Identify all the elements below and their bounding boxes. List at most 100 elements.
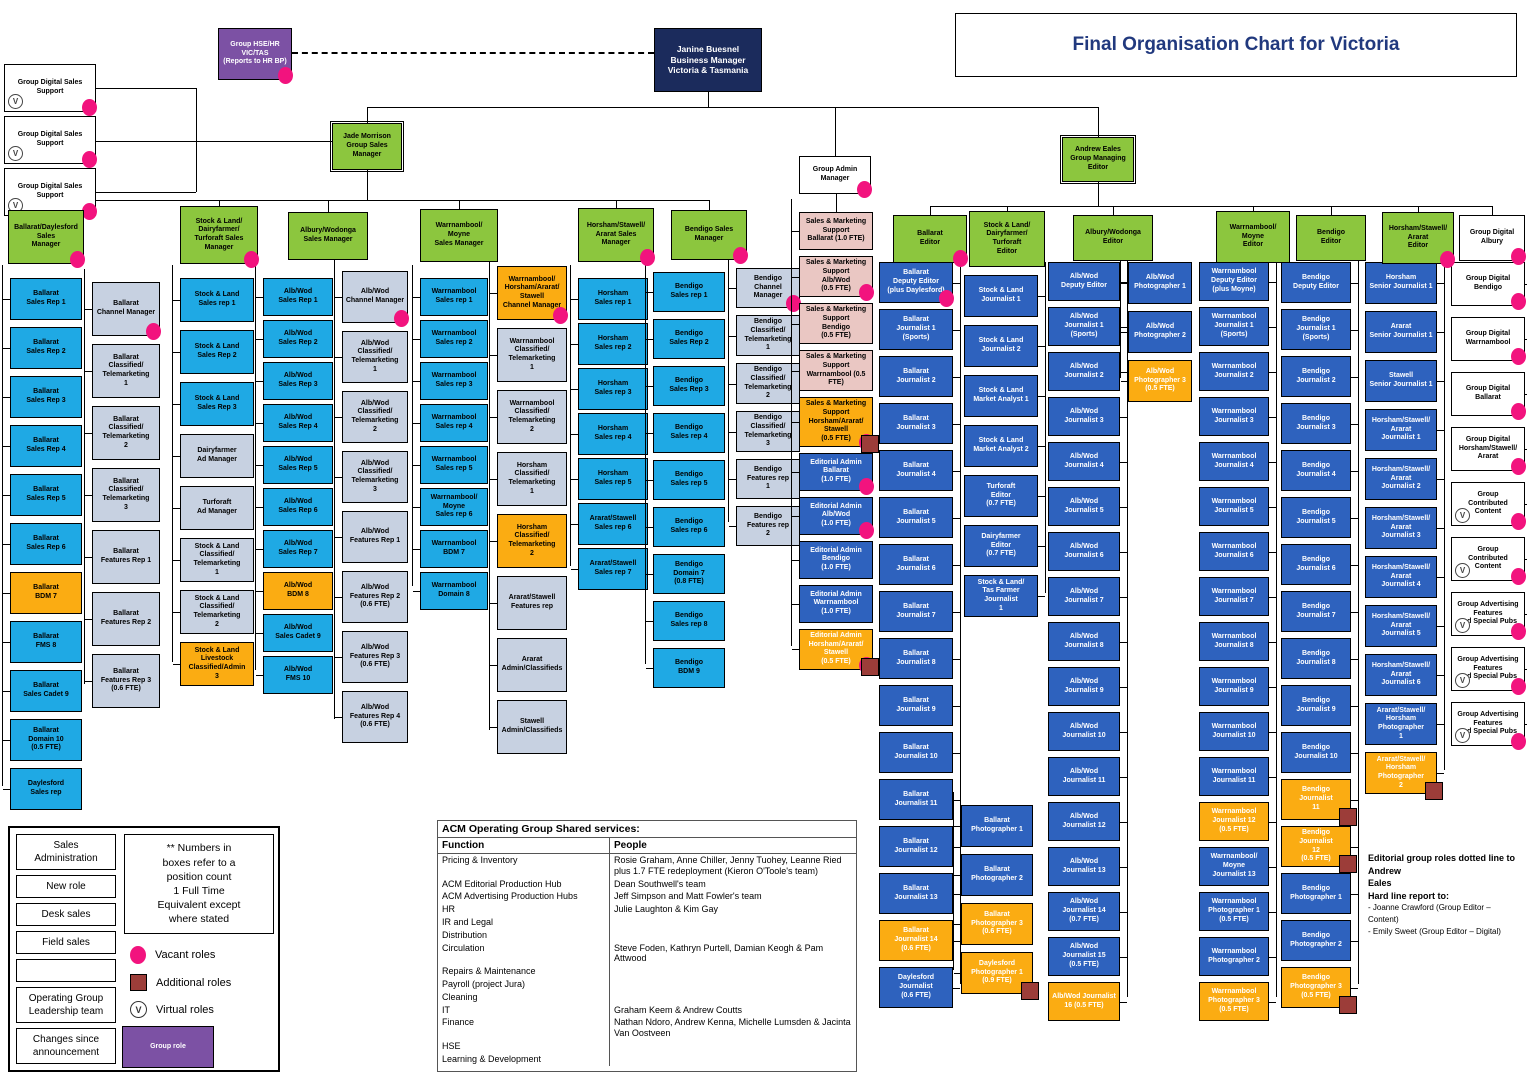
box-label: Ballarat Features Rep 1 <box>100 548 152 564</box>
box-label: Ballarat Sales Rep 3 <box>26 388 66 404</box>
service-row: Circulation Steve Foden, Kathryn Purtell,… <box>438 941 856 966</box>
connector-line <box>1007 206 1008 211</box>
warrnambool-journalist-4: Warrnambool Journalist 4 <box>1199 442 1276 481</box>
box-label: Stock & Land/ Dairyfarmer/ Turforaft Edi… <box>983 221 1031 255</box>
vacant-role-dot <box>786 295 801 312</box>
ballarat-sales-rep-4: Ballarat Sales Rep 4 <box>3 425 82 467</box>
bendigo-journalist-9: Bendigo Journalist 9 <box>1281 685 1358 726</box>
warrnambool-journalist-2: Warrnambool Journalist 2 <box>1199 352 1276 391</box>
ballarat-journalist-5: Ballarat Journalist 5 <box>879 497 960 538</box>
box-label: Warrnambool/ Moyne Journalist 13 <box>1210 853 1258 878</box>
box-label: Alb/Wod BDM 8 <box>283 582 313 598</box>
vacant-role-dot <box>278 67 293 84</box>
bendigo-journalist-11: Bendigo Journalist 11 <box>1281 779 1358 826</box>
box-label: Stock & Land Sales Rep 3 <box>194 395 240 411</box>
box-label: Bendigo Sales rep 6 <box>670 518 708 534</box>
box-label: Group Digital Sales Support <box>17 183 83 199</box>
bendigo-sales-rep-2: Bendigo Sales Rep 2 <box>646 319 725 359</box>
box-label: Warrnambool Photographer 2 <box>1208 947 1260 964</box>
box-label: Bendigo Features rep 2 <box>746 512 790 538</box>
vacant-role-dot <box>733 247 748 264</box>
legend-group-role: Group role <box>122 1026 214 1068</box>
service-people: Rosie Graham, Anne Chiller, Jenny Tuohey… <box>614 855 842 876</box>
box-label: Alb/Wod Sales Rep 2 <box>278 330 318 346</box>
vacant-role-dot <box>1511 348 1526 365</box>
box-label: Bendigo Sales Manager <box>684 226 734 242</box>
box-label: Editorial Admin Bendigo (1.0 FTE) <box>810 546 862 572</box>
service-row: Finance Nathan Ndoro, Andrew Kenna, Miche… <box>438 1016 856 1040</box>
legend-new-role: New role <box>16 875 116 898</box>
ballarat-fms-8: Ballarat FMS 8 <box>3 621 82 663</box>
box-label: Warrnambool/ Horsham/Ararat/ Stawell Cha… <box>502 275 562 309</box>
ballarat-bdm-7: Ballarat BDM 7 <box>3 572 82 614</box>
box-label: Ararat/Stawell Sales rep 6 <box>589 515 637 531</box>
box-label: Daylesford Journalist (0.6 FTE) <box>897 974 935 999</box>
ballarat-journalist-10: Ballarat Journalist 10 <box>879 732 960 773</box>
service-function: Circulation <box>438 941 610 966</box>
box-label: Janine Buesnel Business Manager Victoria… <box>667 44 749 76</box>
note-heading: Editorial group roles dotted line to And… <box>1368 853 1516 901</box>
horsham-stawell-ararat-journalist-6: Horsham/Stawell/ Ararat Journalist 6 <box>1365 654 1444 696</box>
alb-wod-bdm-8: Alb/Wod BDM 8 <box>256 572 333 610</box>
box-label: Group Digital Bendigo <box>1465 275 1511 291</box>
albwod-desk-column: Alb/Wod Channel Manager Alb/Wod Classifie… <box>334 258 409 743</box>
note-line: - Joanne Crawford (Group Editor – Conten… <box>1368 903 1491 924</box>
dairyfarmer-editor-0-7-fte: Dairyfarmer Editor (0.7 FTE) <box>964 525 1045 567</box>
business-manager-box: Janine Buesnel Business Manager Victoria… <box>654 28 762 92</box>
legend-marker-label: Additional roles <box>156 976 232 989</box>
box-label: Alb/Wod Sales Rep 4 <box>278 414 318 430</box>
warrnambool-journalist-1-sports: Warrnambool Journalist 1 (Sports) <box>1199 307 1276 346</box>
bendigo-photographer-3-0-5-fte: Bendigo Photographer 3 (0.5 FTE) <box>1281 967 1358 1014</box>
alb-wod-fms-10: Alb/Wod FMS 10 <box>256 656 333 694</box>
service-function: HSE <box>438 1039 610 1053</box>
box-label: Horsham Sales rep 2 <box>594 335 632 351</box>
group-digital-sales-support-3: Group Digital Sales Support V <box>4 168 97 220</box>
group-contributed-content: Group Contributed Content V <box>1451 537 1527 585</box>
box-label: Ballarat Classified/ Telemarketing 1 <box>102 353 150 387</box>
legend-desk-sales: Desk sales <box>16 903 116 926</box>
box-label: Alb/Wod Journalist 2 <box>1064 362 1104 379</box>
box-label: Ballarat Journalist 3 <box>896 414 936 431</box>
connector-line <box>1098 182 1099 206</box>
editorial-admin-bendigo-1-0-fte: Editorial Admin Bendigo (1.0 FTE) <box>792 540 873 579</box>
box-label: Ballarat Journalist 5 <box>896 508 936 525</box>
connector-line <box>219 200 220 206</box>
box-label: Alb/Wod Classified/ Telemarketing 2 <box>351 399 399 433</box>
box-label: Group Admin Manager <box>812 166 858 182</box>
box-label: Bendigo Classified/ Telemarketing 1 <box>744 318 792 352</box>
box-label: Bendigo Sales rep 1 <box>670 283 708 299</box>
ballarat-deputy-editor-plus-daylesford: Ballarat Deputy Editor (plus Daylesford) <box>879 262 960 307</box>
alb-wod-journalist-9: Alb/Wod Journalist 9 <box>1048 667 1127 706</box>
box-label: Warrnambool Sales rep 2 <box>431 330 477 346</box>
horsham-sales-rep-4: Horsham Sales rep 4 <box>571 413 648 455</box>
warrnambool-journalist-7: Warrnambool Journalist 7 <box>1199 577 1276 616</box>
bendigo-journalist-12-0-5-fte: Bendigo Journalist 12 (0.5 FTE) <box>1281 826 1358 873</box>
box-label: Ballarat Journalist 10 <box>894 743 938 760</box>
ballarat-journalist-14-0-6-fte: Ballarat Journalist 14 (0.6 FTE) <box>879 920 960 961</box>
box-label: Alb/Wod Journalist 7 <box>1064 587 1104 604</box>
service-function: Pricing & Inventory <box>438 854 610 878</box>
box-label: Stock & Land Market Analyst 1 <box>973 387 1029 403</box>
box-label: Ballarat Journalist 6 <box>896 555 936 572</box>
vacant-role-dot <box>1440 251 1455 268</box>
warrnambool-journalist-10: Warrnambool Journalist 10 <box>1199 712 1276 751</box>
box-label: Bendigo Journalist 6 <box>1296 555 1336 572</box>
ballarat-classified-telemarketing-2: Ballarat Classified/ Telemarketing 2 <box>85 406 160 460</box>
alb-wod-journalist-1-sports: Alb/Wod Journalist 1 (Sports) <box>1048 307 1127 346</box>
service-people: Nathan Ndoro, Andrew Kenna, Michelle Lum… <box>614 1017 851 1039</box>
service-people <box>610 965 856 978</box>
alb-wod-photographer-3-0-5-fte: Alb/Wod Photographer 3 (0.5 FTE) <box>1121 360 1192 402</box>
box-label: Sales & Marketing Support Warrnambool (0… <box>805 353 867 387</box>
bendigo-sales-rep-4: Bendigo Sales rep 4 <box>646 413 725 453</box>
warrnambool-photographer-3-0-5-fte: Warrnambool Photographer 3 (0.5 FTE) <box>1199 982 1276 1021</box>
box-label: Warrnambool Sales rep 4 <box>431 414 477 430</box>
service-row: Repairs & Maintenance <box>438 965 856 978</box>
box-label: Ballarat Journalist 12 <box>894 837 938 854</box>
box-label: Alb/Wod Sales Rep 5 <box>278 456 318 472</box>
warrnambool-sales-rep-3: Warrnambool Sales rep 3 <box>413 362 488 400</box>
alb-wod-sales-rep-2: Alb/Wod Sales Rep 2 <box>256 320 333 358</box>
box-label: Turforaft Editor (0.7 FTE) <box>986 482 1016 508</box>
vacant-role-dot <box>70 251 85 268</box>
box-label: Ararat Senior Journalist 1 <box>1369 323 1433 339</box>
virtual-role-icon: V <box>1455 508 1470 523</box>
